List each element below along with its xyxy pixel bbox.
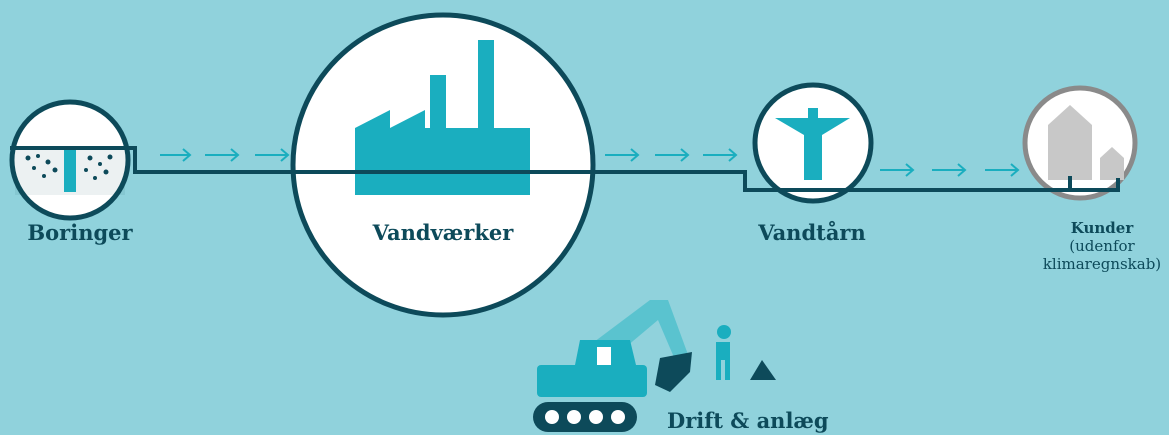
page: Boringer Vandværker Vandtårn Kunder (ude… [0,0,1169,435]
node-label: Kunder [1071,219,1135,237]
operations-label: Drift & anlæg [667,408,829,433]
node-label: Vandværker [372,220,515,245]
node-label: Vandtårn [757,220,866,245]
node-label: Boringer [27,220,133,245]
boringer-icon [15,148,125,195]
node-note: klimaregnskab) [1043,255,1161,273]
diagram: Boringer Vandværker Vandtårn Kunder (ude… [0,0,1169,435]
node-note: (udenfor [1069,237,1135,255]
